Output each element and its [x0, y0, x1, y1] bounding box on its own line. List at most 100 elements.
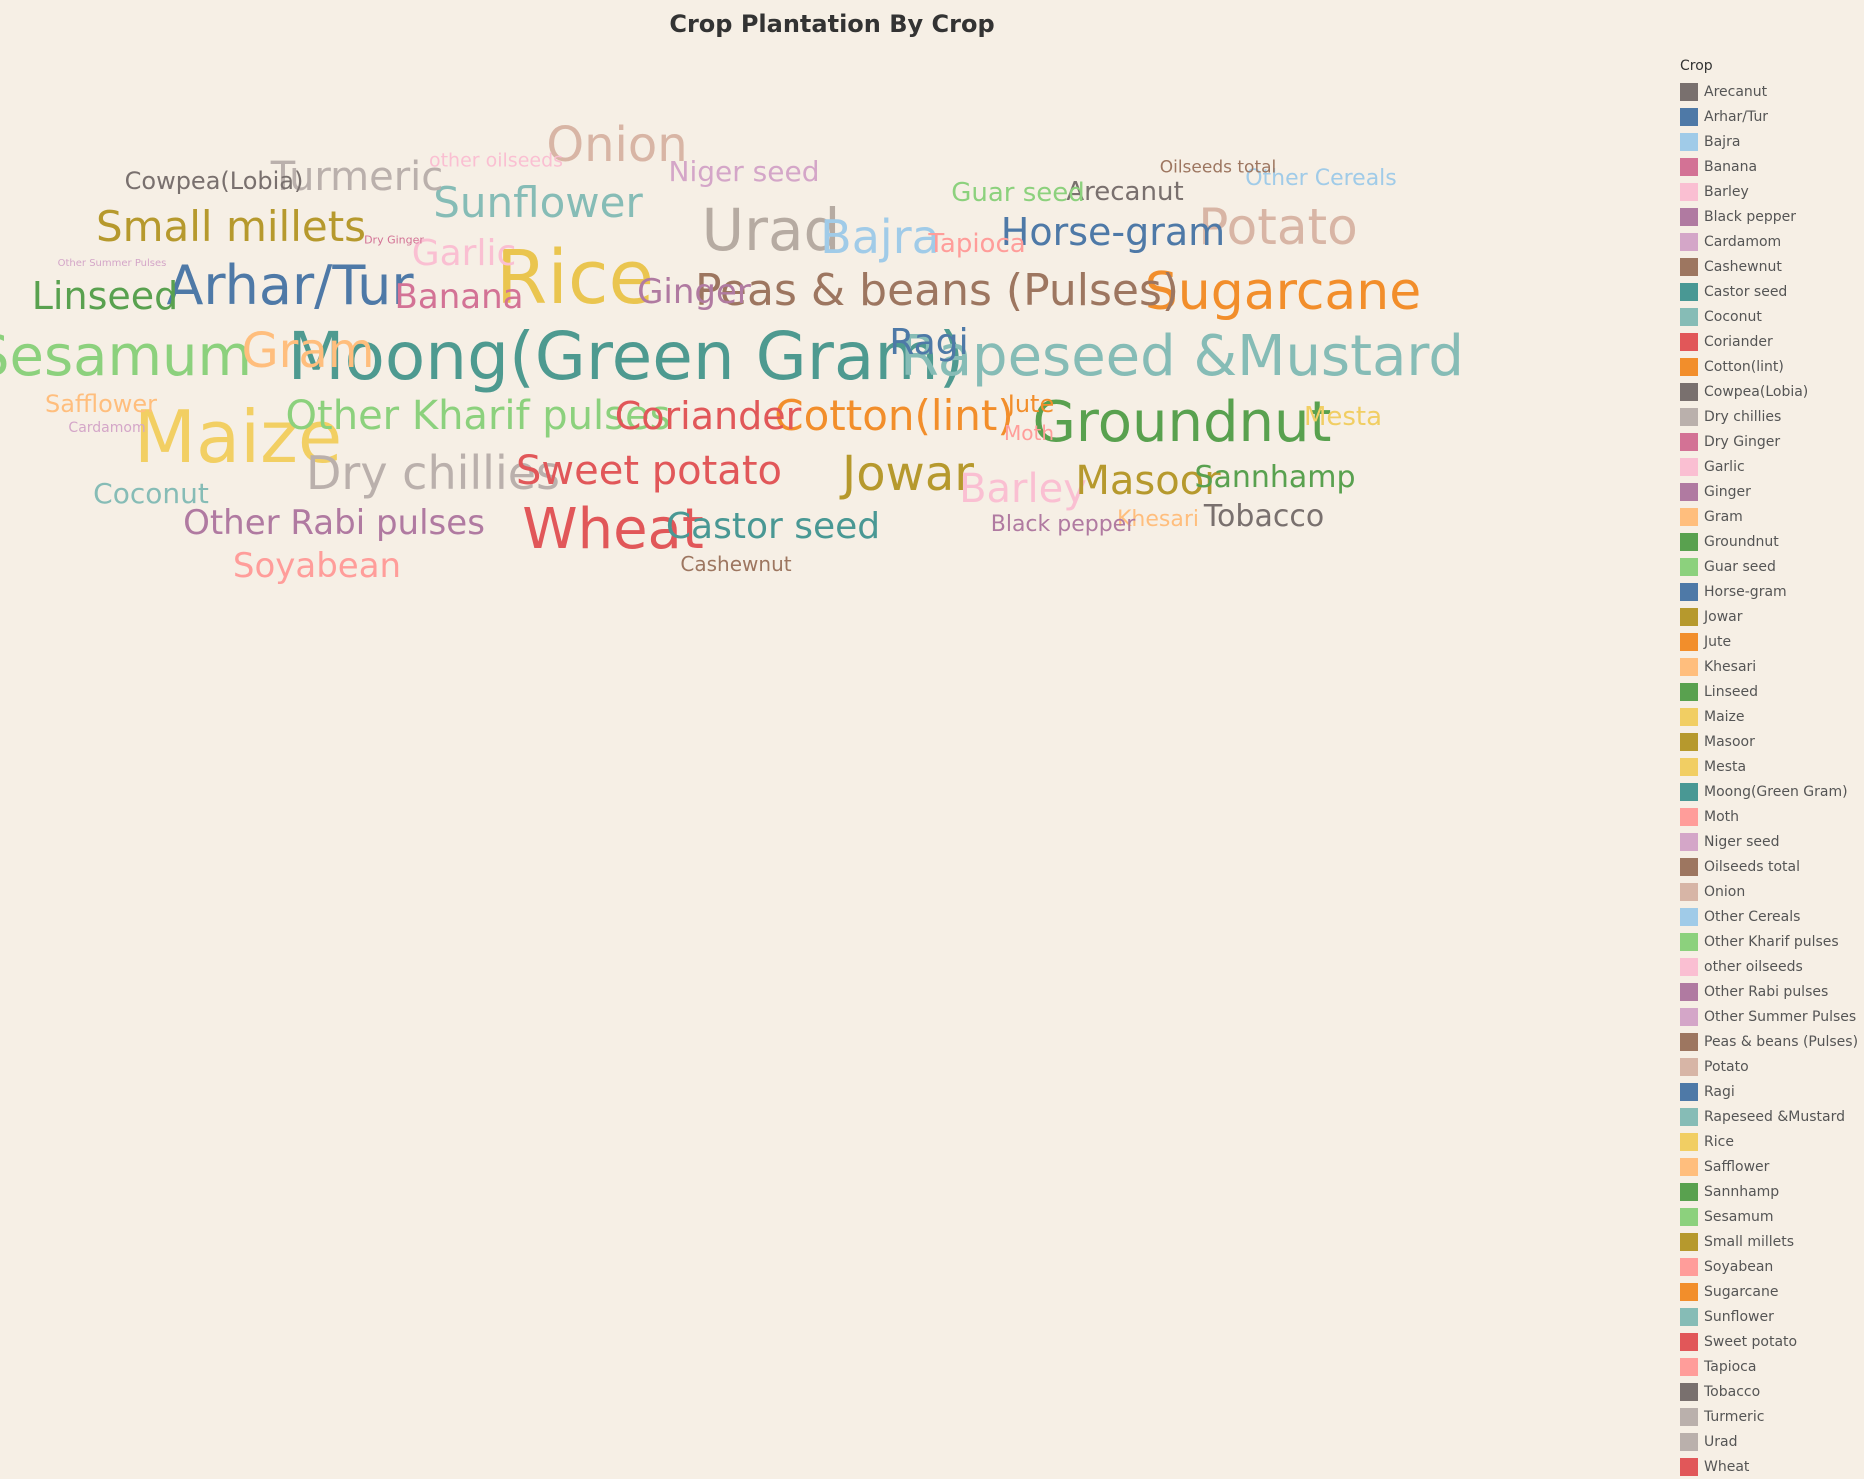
legend-swatch [1680, 782, 1698, 801]
legend-item-other-cereals[interactable]: Other Cereals [1680, 904, 1864, 929]
word-safflower: Safflower [44, 390, 158, 418]
legend-swatch [1680, 757, 1698, 776]
legend-item-other-rabi-pulses[interactable]: Other Rabi pulses [1680, 979, 1864, 1004]
legend-item-sesamum[interactable]: Sesamum [1680, 1204, 1864, 1229]
legend-item-linseed[interactable]: Linseed [1680, 679, 1864, 704]
word-wheat: Wheat [522, 497, 704, 562]
legend-label: Moth [1704, 808, 1740, 825]
legend-item-masoor[interactable]: Masoor [1680, 729, 1864, 754]
legend-swatch [1680, 1232, 1698, 1251]
legend-item-cardamom[interactable]: Cardamom [1680, 229, 1864, 254]
word-small-millets: Small millets [95, 202, 367, 251]
legend-label: Cashewnut [1704, 258, 1782, 275]
legend-item-wheat[interactable]: Wheat [1680, 1454, 1864, 1479]
legend-item-other-oilseeds[interactable]: other oilseeds [1680, 954, 1864, 979]
word-niger-seed: Niger seed [668, 155, 820, 188]
legend-swatch [1680, 532, 1698, 551]
legend-item-garlic[interactable]: Garlic [1680, 454, 1864, 479]
legend-swatch [1680, 132, 1698, 151]
legend-item-mesta[interactable]: Mesta [1680, 754, 1864, 779]
legend-swatch [1680, 232, 1698, 251]
legend-item-moth[interactable]: Moth [1680, 804, 1864, 829]
legend-label: Other Summer Pulses [1704, 1008, 1857, 1025]
legend-item-cotton-lint[interactable]: Cotton(lint) [1680, 354, 1864, 379]
legend-item-bajra[interactable]: Bajra [1680, 129, 1864, 154]
legend-swatch [1680, 982, 1698, 1001]
legend-label: Ginger [1704, 483, 1751, 500]
legend-item-banana[interactable]: Banana [1680, 154, 1864, 179]
legend-item-tapioca[interactable]: Tapioca [1680, 1354, 1864, 1379]
legend-item-cashewnut[interactable]: Cashewnut [1680, 254, 1864, 279]
legend-item-horse-gram[interactable]: Horse-gram [1680, 579, 1864, 604]
legend-swatch [1680, 582, 1698, 601]
legend-item-groundnut[interactable]: Groundnut [1680, 529, 1864, 554]
legend-item-rice[interactable]: Rice [1680, 1129, 1864, 1154]
legend-item-sannhamp[interactable]: Sannhamp [1680, 1179, 1864, 1204]
legend-item-arecanut[interactable]: Arecanut [1680, 79, 1864, 104]
legend-item-arhar-tur[interactable]: Arhar/Tur [1680, 104, 1864, 129]
legend-item-castor-seed[interactable]: Castor seed [1680, 279, 1864, 304]
word-oilseeds-total: Oilseeds total [1159, 157, 1277, 178]
legend-item-jowar[interactable]: Jowar [1680, 604, 1864, 629]
legend-item-other-summer-pulses[interactable]: Other Summer Pulses [1680, 1004, 1864, 1029]
legend-swatch [1680, 407, 1698, 426]
legend-item-jute[interactable]: Jute [1680, 629, 1864, 654]
legend-item-tobacco[interactable]: Tobacco [1680, 1379, 1864, 1404]
legend-item-ragi[interactable]: Ragi [1680, 1079, 1864, 1104]
legend-label: Other Cereals [1704, 908, 1801, 925]
word-dry-ginger: Dry Ginger [364, 233, 424, 247]
legend-item-gram[interactable]: Gram [1680, 504, 1864, 529]
legend-item-sweet-potato[interactable]: Sweet potato [1680, 1329, 1864, 1354]
legend-item-barley[interactable]: Barley [1680, 179, 1864, 204]
word-bajra: Bajra [820, 210, 940, 264]
legend-item-niger-seed[interactable]: Niger seed [1680, 829, 1864, 854]
legend-item-coriander[interactable]: Coriander [1680, 329, 1864, 354]
legend-label: Sugarcane [1704, 1283, 1779, 1300]
legend-item-coconut[interactable]: Coconut [1680, 304, 1864, 329]
legend-item-dry-ginger[interactable]: Dry Ginger [1680, 429, 1864, 454]
legend-item-oilseeds-total[interactable]: Oilseeds total [1680, 854, 1864, 879]
word-garlic: Garlic [411, 233, 517, 274]
word-peas-beans-pulses: Peas & beans (Pulses) [694, 265, 1180, 316]
legend-item-guar-seed[interactable]: Guar seed [1680, 554, 1864, 579]
legend-swatch [1680, 307, 1698, 326]
legend-item-khesari[interactable]: Khesari [1680, 654, 1864, 679]
legend-item-urad[interactable]: Urad [1680, 1429, 1864, 1454]
legend-label: Coconut [1704, 308, 1762, 325]
legend-swatch [1680, 382, 1698, 401]
word-turmeric: Turmeric [270, 154, 444, 200]
legend-item-moong-green-gram[interactable]: Moong(Green Gram) [1680, 779, 1864, 804]
legend-item-sugarcane[interactable]: Sugarcane [1680, 1279, 1864, 1304]
legend-item-sunflower[interactable]: Sunflower [1680, 1304, 1864, 1329]
legend-item-ginger[interactable]: Ginger [1680, 479, 1864, 504]
legend-label: Dry Ginger [1704, 433, 1781, 450]
legend-swatch [1680, 607, 1698, 626]
legend-swatch [1680, 1457, 1698, 1476]
legend-item-onion[interactable]: Onion [1680, 879, 1864, 904]
legend-label: Tobacco [1704, 1383, 1761, 1400]
word-rapeseed-mustard: Rapeseed &Mustard [900, 324, 1464, 389]
legend-item-turmeric[interactable]: Turmeric [1680, 1404, 1864, 1429]
legend-item-peas-beans-pulses[interactable]: Peas & beans (Pulses) [1680, 1029, 1864, 1054]
legend-swatch [1680, 957, 1698, 976]
word-jowar: Jowar [842, 446, 974, 502]
legend-swatch [1680, 882, 1698, 901]
legend-label: Linseed [1704, 683, 1758, 700]
legend-item-rapeseed-mustard[interactable]: Rapeseed &Mustard [1680, 1104, 1864, 1129]
legend-items: Arecanut Arhar/Tur Bajra Banana Barley Black … [1680, 79, 1864, 1479]
legend-item-safflower[interactable]: Safflower [1680, 1154, 1864, 1179]
legend-label: Arecanut [1704, 83, 1768, 100]
legend-item-small-millets[interactable]: Small millets [1680, 1229, 1864, 1254]
word-linseed: Linseed [31, 274, 179, 318]
legend-swatch [1680, 432, 1698, 451]
legend-item-potato[interactable]: Potato [1680, 1054, 1864, 1079]
legend-item-soyabean[interactable]: Soyabean [1680, 1254, 1864, 1279]
legend-label: Oilseeds total [1704, 858, 1800, 875]
legend-item-cowpea-lobia[interactable]: Cowpea(Lobia) [1680, 379, 1864, 404]
legend-item-black-pepper[interactable]: Black pepper [1680, 204, 1864, 229]
legend-swatch [1680, 1057, 1698, 1076]
legend-item-maize[interactable]: Maize [1680, 704, 1864, 729]
legend-label: Onion [1704, 883, 1746, 900]
legend-item-other-kharif-pulses[interactable]: Other Kharif pulses [1680, 929, 1864, 954]
legend-item-dry-chillies[interactable]: Dry chillies [1680, 404, 1864, 429]
